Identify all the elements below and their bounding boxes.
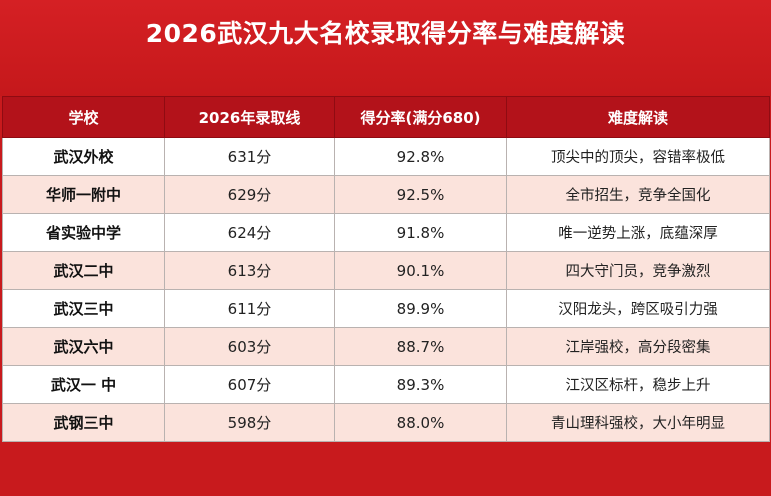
- cell-rate: 88.7%: [334, 327, 507, 366]
- cell-school: 武汉一 中: [2, 365, 165, 404]
- cell-score: 598分: [164, 403, 335, 442]
- cell-school: 省实验中学: [2, 213, 165, 252]
- cell-rate: 90.1%: [334, 251, 507, 290]
- table-row: 武钢三中 598分 88.0% 青山理科强校，大小年明显: [2, 403, 770, 442]
- cell-difficulty: 顶尖中的顶尖，容错率极低: [506, 137, 770, 176]
- cell-school: 武汉六中: [2, 327, 165, 366]
- cell-score: 611分: [164, 289, 335, 328]
- cell-difficulty: 汉阳龙头，跨区吸引力强: [506, 289, 770, 328]
- cell-rate: 89.9%: [334, 289, 507, 328]
- header-difficulty: 难度解读: [506, 96, 770, 138]
- header-rate: 得分率(满分680): [334, 96, 507, 138]
- cell-difficulty: 四大守门员，竞争激烈: [506, 251, 770, 290]
- cell-rate: 92.8%: [334, 137, 507, 176]
- cell-rate: 88.0%: [334, 403, 507, 442]
- table-header-row: 学校 2026年录取线 得分率(满分680) 难度解读: [2, 96, 770, 138]
- cell-school: 武汉外校: [2, 137, 165, 176]
- table-row: 武汉外校 631分 92.8% 顶尖中的顶尖，容错率极低: [2, 137, 770, 176]
- header-school: 学校: [2, 96, 165, 138]
- table-row: 武汉二中 613分 90.1% 四大守门员，竞争激烈: [2, 251, 770, 290]
- cell-score: 607分: [164, 365, 335, 404]
- cell-difficulty: 江岸强校，高分段密集: [506, 327, 770, 366]
- cell-score: 603分: [164, 327, 335, 366]
- cell-score: 631分: [164, 137, 335, 176]
- table-row: 华师一附中 629分 92.5% 全市招生，竞争全国化: [2, 175, 770, 214]
- cell-difficulty: 唯一逆势上涨，底蕴深厚: [506, 213, 770, 252]
- cell-rate: 91.8%: [334, 213, 507, 252]
- cell-school: 武汉二中: [2, 251, 165, 290]
- cell-score: 624分: [164, 213, 335, 252]
- table-row: 武汉三中 611分 89.9% 汉阳龙头，跨区吸引力强: [2, 289, 770, 328]
- cell-school: 武汉三中: [2, 289, 165, 328]
- page-title: 2026武汉九大名校录取得分率与难度解读: [145, 19, 626, 48]
- table-row: 武汉一 中 607分 89.3% 江汉区标杆，稳步上升: [2, 365, 770, 404]
- admission-table: 学校 2026年录取线 得分率(满分680) 难度解读 武汉外校 631分 92…: [2, 96, 770, 442]
- cell-rate: 89.3%: [334, 365, 507, 404]
- cell-difficulty: 全市招生，竞争全国化: [506, 175, 770, 214]
- cell-difficulty: 江汉区标杆，稳步上升: [506, 365, 770, 404]
- cell-score: 629分: [164, 175, 335, 214]
- cell-school: 华师一附中: [2, 175, 165, 214]
- cell-difficulty: 青山理科强校，大小年明显: [506, 403, 770, 442]
- table-row: 武汉六中 603分 88.7% 江岸强校，高分段密集: [2, 327, 770, 366]
- cell-school: 武钢三中: [2, 403, 165, 442]
- cell-rate: 92.5%: [334, 175, 507, 214]
- table-row: 省实验中学 624分 91.8% 唯一逆势上涨，底蕴深厚: [2, 213, 770, 252]
- header-score: 2026年录取线: [164, 96, 335, 138]
- title-banner: 2026武汉九大名校录取得分率与难度解读: [0, 0, 771, 96]
- cell-score: 613分: [164, 251, 335, 290]
- footer-banner: [0, 455, 771, 496]
